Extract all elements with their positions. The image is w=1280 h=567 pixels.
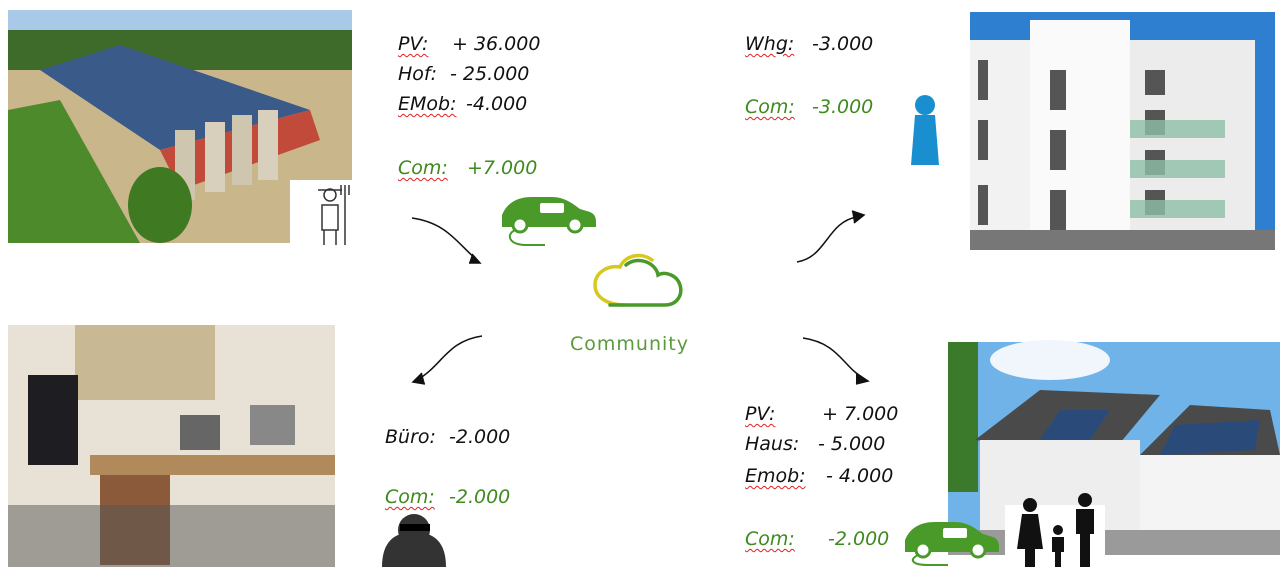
line-key: Whg: bbox=[745, 33, 794, 55]
arrows bbox=[412, 211, 868, 384]
line-key: Hof: bbox=[398, 63, 437, 85]
line-value: -4.000 bbox=[466, 93, 527, 115]
community-label: Community bbox=[570, 333, 689, 355]
line-value: + 7.000 bbox=[822, 403, 898, 425]
line-value: -2.000 bbox=[449, 426, 510, 448]
line-value: -3.000 bbox=[812, 33, 873, 55]
line-value: - 25.000 bbox=[450, 63, 529, 85]
line-value: + 36.000 bbox=[452, 33, 540, 55]
com-value: -3.000 bbox=[812, 96, 873, 118]
com-key: Com: bbox=[398, 157, 448, 179]
com-key: Com: bbox=[745, 96, 795, 118]
line-key: EMob: bbox=[398, 93, 456, 115]
farm-photo bbox=[8, 10, 360, 245]
line-value: - 4.000 bbox=[826, 465, 893, 487]
graphics bbox=[0, 0, 1280, 567]
car-icon bbox=[502, 197, 596, 245]
office-photo bbox=[8, 325, 446, 567]
com-value: -2.000 bbox=[449, 486, 510, 508]
line-key: Haus: bbox=[745, 433, 799, 455]
line-key: Büro: bbox=[385, 426, 436, 448]
line-key: PV: bbox=[398, 33, 428, 55]
com-value: +7.000 bbox=[467, 157, 537, 179]
line-key: PV: bbox=[745, 403, 775, 425]
apartment-photo bbox=[905, 12, 1275, 250]
house-photo bbox=[948, 340, 1280, 567]
line-key: Emob: bbox=[745, 465, 806, 487]
community-logo bbox=[595, 256, 681, 305]
line-value: - 5.000 bbox=[818, 433, 885, 455]
com-value: -2.000 bbox=[828, 528, 889, 550]
slide: Community PV: + 36.000 Hof: - 25.000 EMo… bbox=[0, 0, 1280, 567]
com-key: Com: bbox=[385, 486, 435, 508]
com-key: Com: bbox=[745, 528, 795, 550]
